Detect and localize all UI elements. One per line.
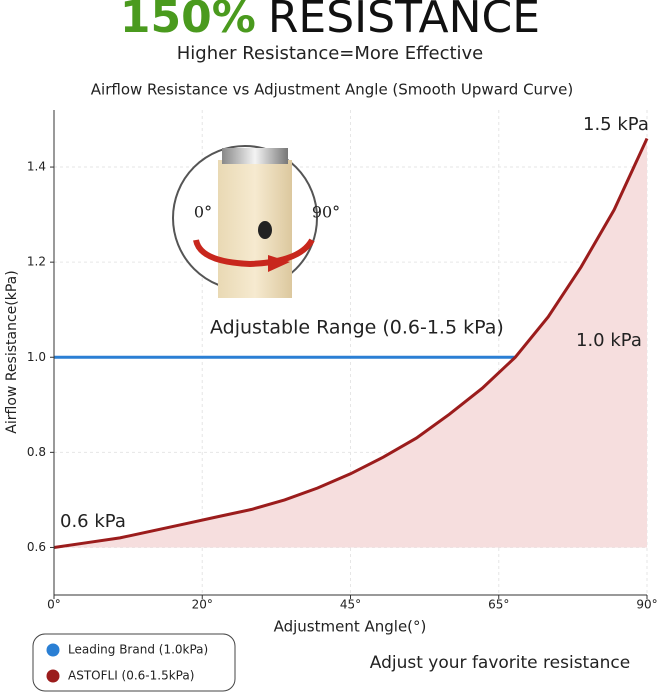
illustration-label: 0° (194, 203, 212, 222)
legend-label: ASTOFLI (0.6-1.5kPa) (68, 669, 194, 683)
headline: 150% RESISTANCE (120, 0, 540, 43)
annotation: 1.0 kPa (576, 330, 642, 351)
y-tick-label: 0.8 (27, 445, 46, 459)
series-line (53, 137, 649, 549)
legend-swatch (46, 643, 60, 657)
annotation: Adjustable Range (0.6-1.5 kPa) (210, 317, 504, 339)
subtitle: Higher Resistance=More Effective (177, 43, 484, 64)
illustration (172, 145, 318, 298)
y-tick-label: 1.4 (27, 160, 46, 174)
footer-text: Adjust your favorite resistance (370, 653, 630, 673)
annotation: 0.6 kPa (60, 511, 126, 532)
x-tick-label: 0° (47, 598, 61, 612)
illustration-label: 90° (312, 203, 340, 222)
x-tick-label: 45° (340, 598, 361, 612)
legend-label: Leading Brand (1.0kPa) (68, 643, 208, 657)
x-axis-label: Adjustment Angle(°) (274, 618, 427, 636)
y-tick-label: 1.2 (27, 255, 46, 269)
headline-text: RESISTANCE (268, 0, 540, 43)
y-tick-label: 1.0 (27, 350, 46, 364)
legend-swatch (46, 669, 60, 683)
plot: 0.6 0.8 1.0 1.2 1.4 0° 20° 45° 65° 90° (27, 110, 658, 612)
headline-highlight: 150% (120, 0, 256, 43)
x-tick-label: 65° (488, 598, 509, 612)
annotation: 1.5 kPa (583, 114, 649, 135)
x-tick-label: 20° (192, 598, 213, 612)
x-tick-label: 90° (636, 598, 657, 612)
legend-box (32, 633, 236, 692)
chart-title: Airflow Resistance vs Adjustment Angle (… (91, 81, 573, 99)
y-axis-label: Airflow Resistance(kPa) (4, 270, 20, 433)
area (54, 138, 647, 548)
y-tick-label: 0.6 (27, 540, 46, 554)
